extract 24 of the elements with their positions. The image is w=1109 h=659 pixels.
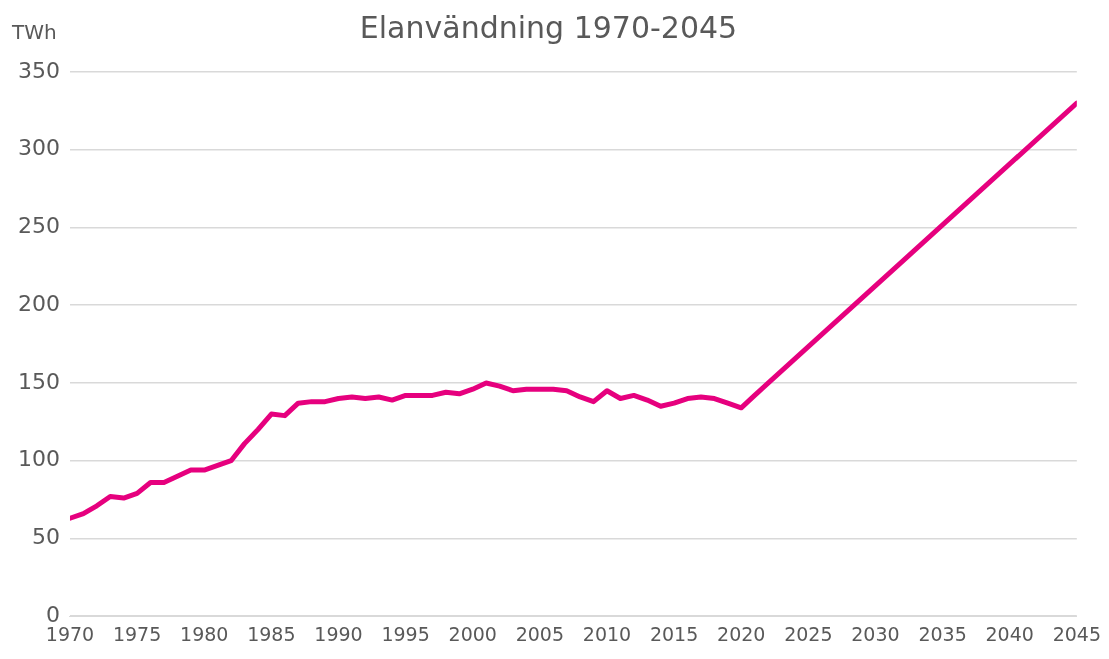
x-tick-label: 2000 (448, 622, 497, 645)
x-tick-label: 1990 (314, 622, 363, 645)
x-tick-label: 2005 (515, 622, 565, 645)
y-axis-title: TWh (11, 20, 57, 45)
y-tick-label: 50 (31, 524, 60, 550)
y-tick-label: 100 (17, 446, 60, 472)
x-tick-label: 2020 (717, 622, 766, 645)
x-tick-label: 1995 (381, 622, 430, 645)
x-tick-label: 2040 (985, 622, 1034, 645)
y-tick-label: 350 (17, 57, 60, 83)
y-tick-label: 150 (17, 368, 60, 394)
x-tick-label: 2010 (582, 622, 632, 645)
x-tick-label: 1980 (180, 622, 229, 645)
x-tick-label: 2015 (649, 622, 699, 645)
x-tick-label: 1985 (247, 622, 296, 645)
x-tick-label: 2045 (1052, 622, 1101, 645)
y-tick-label: 250 (17, 213, 60, 239)
y-tick-label: 300 (17, 135, 60, 161)
x-tick-label: 2030 (851, 622, 900, 645)
x-tick-label: 1975 (112, 622, 162, 645)
chart-title: Elanvändning 1970-2045 (359, 9, 738, 45)
x-tick-label: 2035 (918, 622, 967, 645)
y-tick-label: 200 (17, 290, 60, 316)
x-tick-label: 2025 (784, 622, 833, 645)
